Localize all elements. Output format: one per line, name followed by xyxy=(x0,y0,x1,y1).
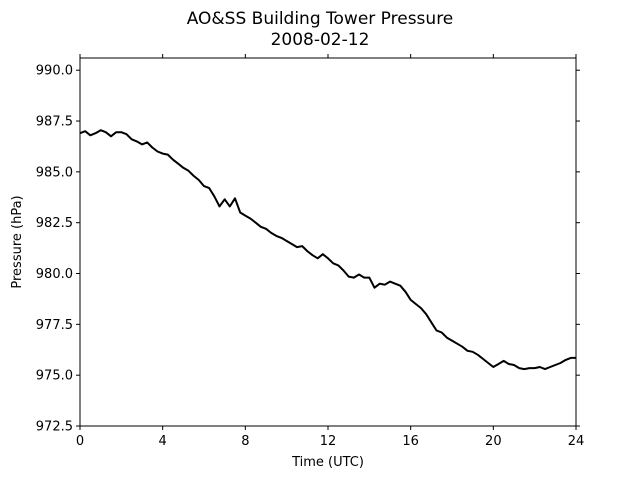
plot-area: 0 4 8 12 16 20 24 972.5 975.0 977.5 980.0 982.5 985.… xyxy=(36,54,584,449)
x-tick-label: 4 xyxy=(159,434,167,449)
y-tick-label: 982.5 xyxy=(36,216,73,231)
series-line-0 xyxy=(79,129,576,371)
x-axis-label: Time (UTC) xyxy=(291,455,364,470)
y-tick-label: 975.0 xyxy=(36,369,73,384)
y-tick-label: 972.5 xyxy=(36,420,73,435)
y-tick-label: 990.0 xyxy=(36,64,73,79)
chart-subtitle: 2008-02-12 xyxy=(271,30,370,50)
x-tick-label: 20 xyxy=(485,434,502,449)
x-tick-label: 0 xyxy=(76,434,84,449)
chart-title: AO&SS Building Tower Pressure xyxy=(187,9,454,29)
y-tick-label: 987.5 xyxy=(36,115,73,130)
y-axis-label: Pressure (hPa) xyxy=(10,195,25,288)
y-tick-label: 985.0 xyxy=(36,165,73,180)
x-tick-label: 8 xyxy=(241,434,249,449)
x-tick-label: 16 xyxy=(402,434,419,449)
plot-frame xyxy=(79,57,577,427)
y-tick-label: 977.5 xyxy=(36,318,73,333)
x-tick-label: 12 xyxy=(320,434,337,449)
x-tick-label: 24 xyxy=(568,434,585,449)
y-tick-label: 980.0 xyxy=(36,267,73,282)
